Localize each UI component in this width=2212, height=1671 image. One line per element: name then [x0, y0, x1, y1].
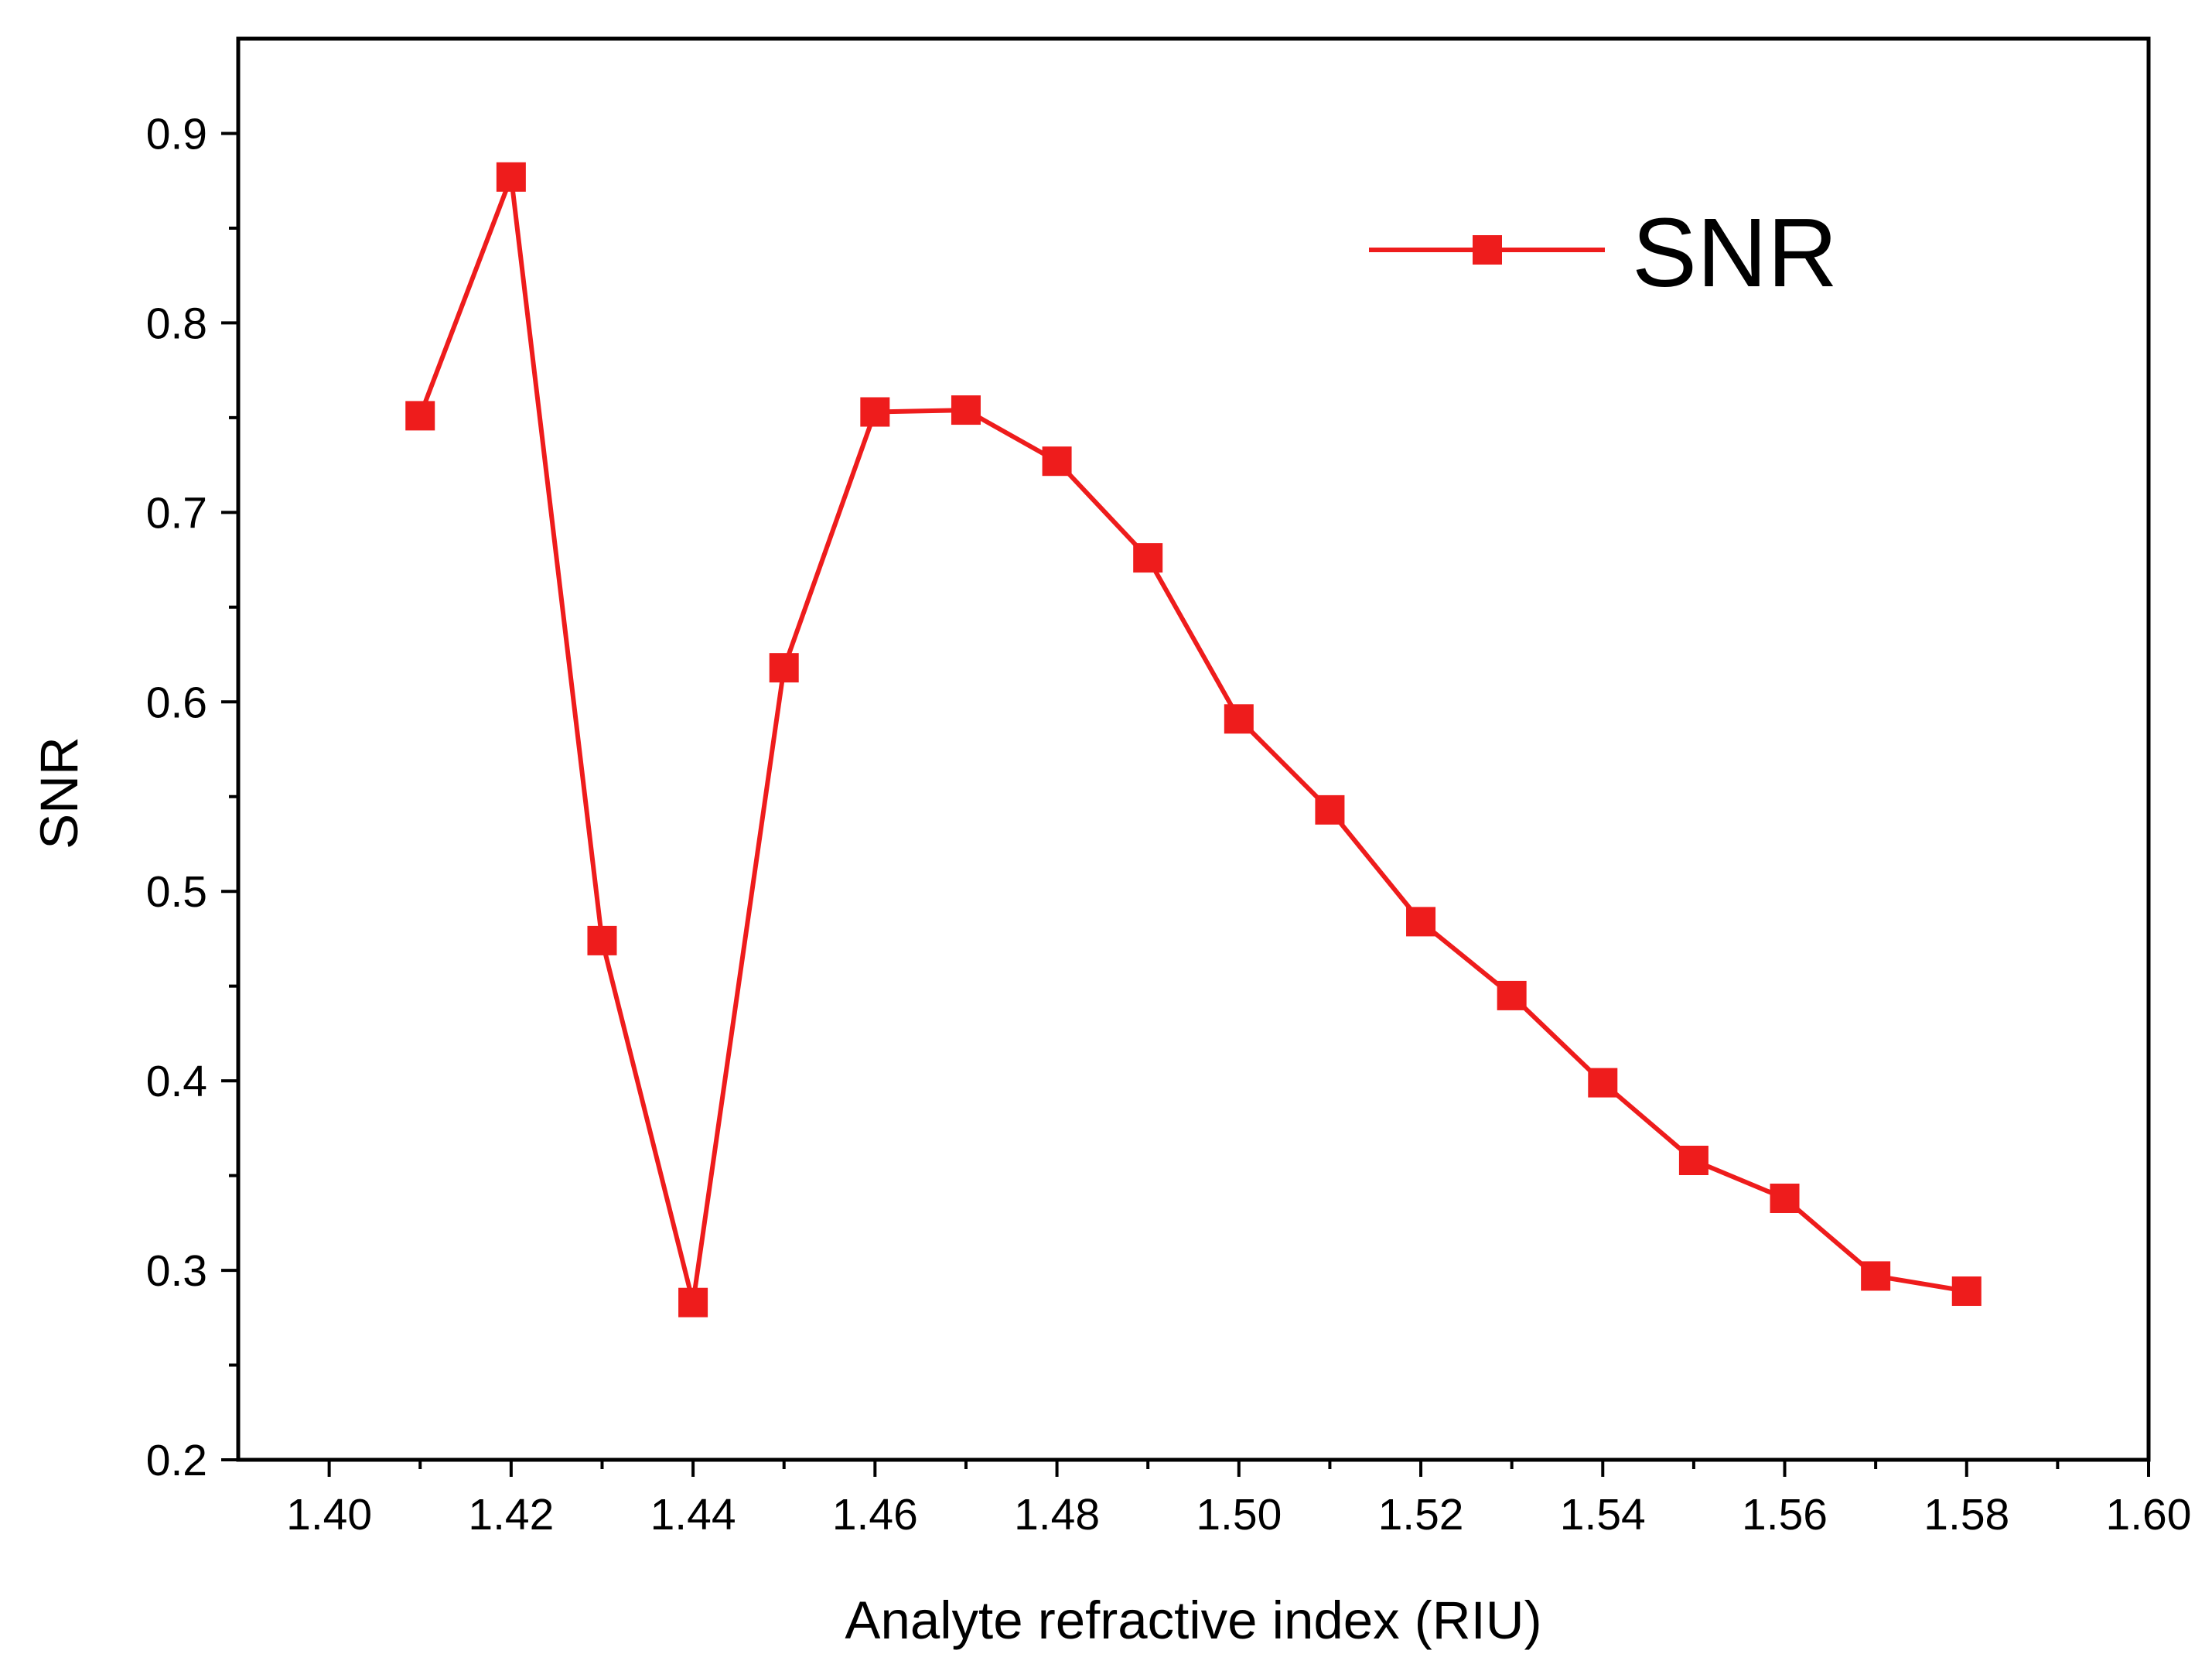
y-tick-label: 0.5: [146, 867, 207, 917]
y-tick-label: 0.3: [146, 1246, 207, 1296]
x-tick-label: 1.42: [468, 1490, 554, 1539]
legend: SNR: [1369, 198, 1838, 307]
data-point: [1588, 1068, 1618, 1098]
plot-frame: [236, 36, 2151, 1462]
y-tick-label: 0.9: [146, 109, 207, 159]
legend-marker: [1473, 235, 1502, 265]
y-axis-title: SNR: [29, 736, 89, 849]
legend-label: SNR: [1632, 198, 1838, 307]
data-point: [769, 653, 799, 683]
data-point: [1770, 1183, 1800, 1213]
data-point: [1224, 704, 1254, 734]
data-point: [496, 162, 526, 192]
tick-labels: 1.40 1.42 1.44 1.46 1.48 1.50 1.52 1.54 1.56 1.58…: [146, 109, 2192, 1539]
data-point: [678, 1287, 708, 1317]
data-point: [1951, 1276, 1982, 1307]
x-tick-label: 1.52: [1378, 1490, 1464, 1539]
data-point: [1497, 980, 1527, 1010]
x-tick-label: 1.56: [1742, 1490, 1828, 1539]
data-point: [587, 925, 617, 955]
x-tick-label: 1.50: [1196, 1490, 1282, 1539]
data-point: [1315, 794, 1345, 825]
axis-ticks: [221, 132, 2150, 1477]
data-point: [1042, 446, 1072, 477]
y-tick-label: 0.6: [146, 678, 207, 727]
y-tick-label: 0.7: [146, 488, 207, 538]
x-tick-label: 1.60: [2106, 1490, 2192, 1539]
data-point: [1861, 1261, 1891, 1291]
y-tick-label: 0.4: [146, 1057, 207, 1106]
data-point: [1406, 907, 1436, 937]
x-tick-label: 1.58: [1924, 1490, 2009, 1539]
data-point: [1133, 543, 1163, 573]
y-tick-label: 0.2: [146, 1436, 207, 1485]
x-tick-label: 1.44: [650, 1490, 736, 1539]
data-point: [860, 397, 890, 427]
x-tick-label: 1.46: [832, 1490, 918, 1539]
x-tick-label: 1.40: [286, 1490, 372, 1539]
data-point: [405, 401, 435, 431]
x-axis-title: Analyte refractive index (RIU): [845, 1591, 1541, 1650]
series-layer: [405, 162, 1982, 1317]
data-point: [1678, 1146, 1708, 1176]
series-line: [418, 174, 1968, 1305]
y-tick-label: 0.8: [146, 299, 207, 348]
data-point: [951, 395, 981, 425]
x-tick-label: 1.48: [1014, 1490, 1100, 1539]
x-tick-label: 1.54: [1560, 1490, 1646, 1539]
